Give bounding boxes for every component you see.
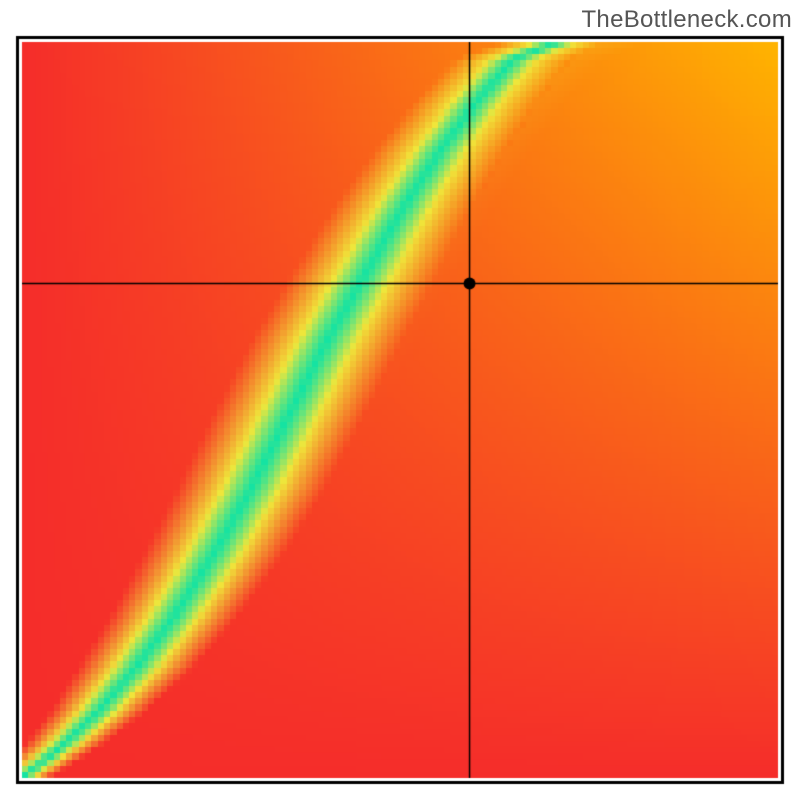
watermark-text: TheBottleneck.com <box>581 6 792 34</box>
heatmap-canvas <box>0 0 800 800</box>
chart-container: TheBottleneck.com <box>0 0 800 800</box>
